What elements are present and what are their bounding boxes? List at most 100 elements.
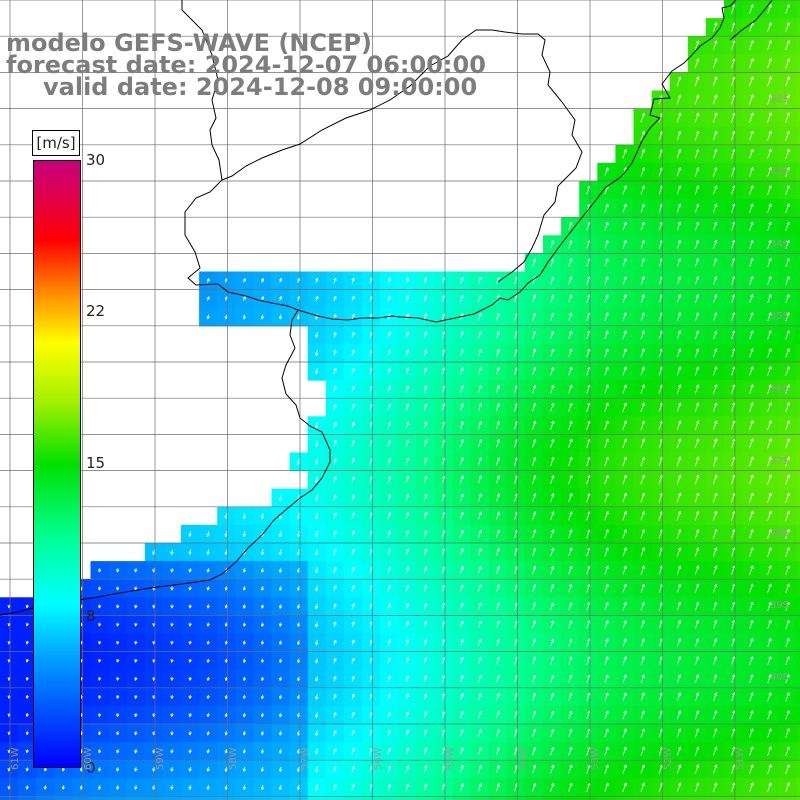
wind-cell: [796, 181, 800, 200]
wind-arrow: [640, 620, 645, 629]
wind-arrow: [767, 402, 772, 413]
wind-arrow: [496, 729, 500, 737]
wind-arrow: [749, 40, 754, 51]
colorbar-tick: 8: [86, 607, 96, 625]
wind-arrow: [622, 474, 627, 485]
wind-arrow: [206, 622, 210, 627]
wind-arrow: [604, 492, 609, 503]
wind-arrow: [640, 294, 645, 303]
wind-arrow: [568, 330, 573, 339]
wind-arrow: [188, 604, 192, 609]
wind-arrow: [713, 239, 718, 249]
wind-arrow: [785, 510, 790, 521]
wind-arrow: [333, 585, 337, 592]
wind-arrow: [785, 94, 790, 105]
wind-arrow: [477, 421, 482, 430]
wind-arrow: [713, 656, 718, 665]
wind-arrow: [459, 403, 464, 412]
wind-arrow: [640, 456, 645, 467]
wind-arrow: [785, 601, 790, 611]
wind-cell: [796, 742, 800, 761]
wind-cell: [705, 796, 725, 800]
wind-cell: [325, 796, 345, 800]
wind-arrow: [676, 728, 681, 738]
lat-label: 35S: [770, 311, 790, 322]
wind-arrow: [459, 493, 464, 502]
wind-arrow: [387, 331, 391, 338]
wind-arrow: [622, 511, 627, 521]
wind-cell: [796, 325, 800, 345]
wind-arrow: [767, 456, 772, 467]
wind-arrow: [712, 384, 718, 394]
wind-arrow: [568, 438, 573, 449]
wind-arrow: [459, 675, 464, 683]
wind-arrow: [260, 314, 265, 320]
wind-arrow: [116, 767, 120, 772]
wind-arrow: [676, 94, 682, 105]
wind-arrow: [532, 294, 536, 303]
wind-arrow: [640, 474, 645, 485]
wind-arrow: [532, 764, 537, 774]
lon-label: 57W: [300, 747, 311, 770]
wind-arrow: [405, 493, 410, 502]
wind-arrow: [459, 729, 464, 737]
wind-arrow: [694, 76, 700, 87]
wind-cell: [362, 796, 381, 800]
wind-cell: [796, 579, 800, 598]
wind-arrow: [478, 711, 482, 719]
wind-arrow: [568, 764, 573, 774]
wind-arrow: [550, 312, 555, 321]
wind-arrow: [459, 566, 464, 574]
wind-arrow: [405, 512, 410, 520]
wind-arrow: [622, 312, 627, 321]
wind-arrow: [785, 366, 790, 376]
wind-arrow: [622, 366, 627, 376]
wind-arrow: [351, 566, 355, 574]
wind-arrow: [495, 765, 500, 774]
wind-arrow: [694, 402, 700, 412]
wind-arrow: [568, 782, 573, 792]
wind-arrow: [568, 638, 573, 647]
wind-arrow: [712, 402, 718, 412]
wind-arrow: [478, 313, 482, 321]
wind-arrow: [640, 149, 645, 159]
wind-arrow: [495, 385, 500, 394]
wind-arrow: [694, 258, 700, 267]
wind-arrow: [532, 420, 537, 430]
wind-arrow: [712, 547, 718, 557]
wind-arrow: [712, 94, 718, 105]
wind-arrow: [568, 420, 573, 430]
wind-arrow: [676, 692, 681, 702]
wind-arrow: [676, 782, 682, 793]
wind-arrow: [785, 656, 790, 666]
wind-arrow: [749, 619, 754, 629]
wind-arrow: [694, 710, 700, 720]
wind-arrow: [423, 621, 428, 628]
wind-arrow: [749, 529, 754, 539]
wind-arrow: [749, 456, 754, 467]
wind-arrow: [333, 639, 337, 646]
wind-arrow: [622, 547, 627, 557]
wind-arrow: [749, 510, 754, 521]
wind-arrow: [423, 548, 428, 556]
wind-arrow: [604, 258, 609, 267]
wind-arrow: [550, 638, 555, 647]
wind-cell: [307, 796, 327, 800]
wind-arrow: [568, 602, 573, 611]
wind-arrow: [278, 567, 283, 573]
wind-arrow: [116, 695, 120, 699]
wind-arrow: [405, 295, 409, 302]
wind-arrow: [242, 766, 247, 772]
wind-arrow: [532, 746, 537, 756]
wind-arrow: [459, 457, 464, 466]
wind-arrow: [694, 746, 700, 756]
wind-cell: [796, 217, 800, 236]
wind-arrow: [387, 747, 391, 755]
wind-cell: [796, 253, 800, 273]
wind-arrow: [477, 367, 482, 375]
wind-arrow: [749, 239, 754, 249]
lon-label: 59W: [155, 747, 166, 770]
wind-arrow: [532, 475, 537, 485]
wind-arrow: [622, 456, 627, 467]
wind-arrow: [676, 402, 682, 412]
